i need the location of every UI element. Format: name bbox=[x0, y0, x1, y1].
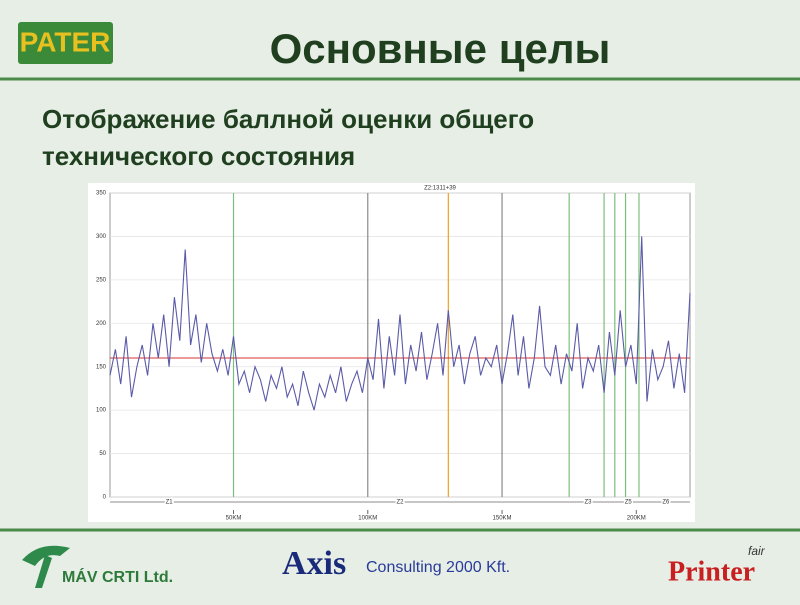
slide-title: Основные целы bbox=[270, 25, 611, 72]
x-tick-label: 100KM bbox=[358, 516, 377, 522]
y-tick-label: 150 bbox=[96, 364, 107, 370]
y-tick-label: 100 bbox=[96, 408, 107, 414]
x-tick-label: 200KM bbox=[627, 516, 646, 522]
y-tick-label: 350 bbox=[96, 191, 107, 197]
axis-logo: Axis bbox=[282, 545, 346, 582]
y-tick-label: 200 bbox=[96, 321, 107, 327]
zone-label: Z1 bbox=[166, 500, 174, 506]
chart-title: Z2:1311+39 bbox=[424, 186, 456, 192]
y-tick-label: 50 bbox=[99, 451, 106, 457]
zone-label: Z5 bbox=[625, 500, 633, 506]
zone-label: Z2 bbox=[396, 500, 404, 506]
x-tick-label: 50KM bbox=[226, 516, 242, 522]
zone-label: Z3 bbox=[584, 500, 592, 506]
printer-logo-small: fair bbox=[748, 544, 766, 558]
x-tick-label: 150KM bbox=[493, 516, 512, 522]
zone-label: Z6 bbox=[662, 500, 670, 506]
top-logo: PATER bbox=[20, 26, 111, 57]
footer-center: Consulting 2000 Kft. bbox=[366, 559, 510, 576]
top-logo-box bbox=[18, 22, 113, 64]
footer-left: MÁV CRTI Ltd. bbox=[62, 567, 173, 586]
printer-logo: Printer bbox=[668, 556, 755, 587]
data-line bbox=[109, 236, 691, 411]
y-tick-label: 0 bbox=[103, 495, 107, 501]
mav-logo-mark bbox=[35, 555, 52, 588]
y-tick-label: 250 bbox=[96, 277, 107, 283]
y-tick-label: 300 bbox=[96, 234, 107, 240]
plot: 0 50 100 150 200 250 300 350 Z1 Z2 Z3 Z5 Z6 50KM 100KM… bbox=[96, 191, 691, 522]
subtitle: технического состояния bbox=[42, 141, 355, 171]
subtitle: Отображение баллной оценки общего bbox=[42, 104, 534, 134]
